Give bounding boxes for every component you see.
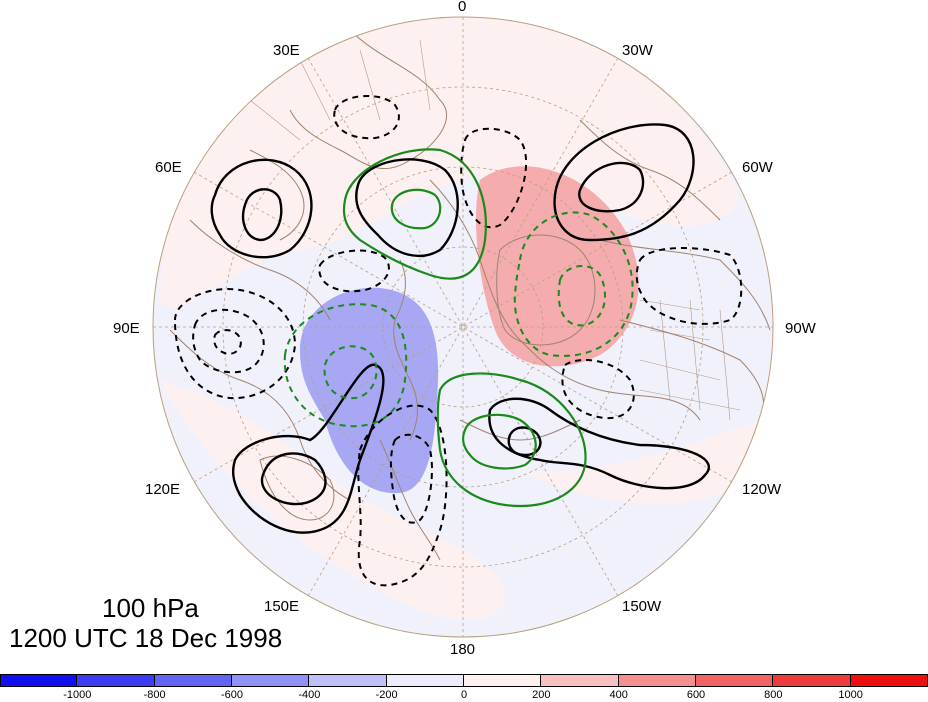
solid-contour-1 [210,158,313,259]
lon-label-30e: 30E [273,42,300,59]
light-pink-region-2 [160,380,505,620]
lon-label-60e: 60E [155,159,182,176]
green-contours [342,148,587,507]
light-pink-region [160,17,740,308]
lon-label-150e: 150E [264,598,300,615]
solid-contour-3 [355,158,459,258]
colorbar-tick-label: 400 [609,689,628,701]
green-dashed-contour-2 [323,345,378,400]
solid-contour-8 [488,397,711,490]
green-dashed-contour-1 [283,303,408,428]
graticule [153,17,773,637]
colorbar-cell [232,674,310,687]
lon-label-120w: 120W [742,481,782,498]
dashed-contour-10 [389,433,433,524]
political-boundaries [249,39,741,421]
green-dashed-contour-3 [513,211,634,357]
green-contour-4 [462,413,537,470]
colorbar-cell [464,674,542,687]
colorbar-tick-label: -1000 [63,689,92,701]
lon-label-60w: 60W [742,159,773,176]
solid-contour-6 [231,363,385,534]
solid-contour-4 [553,123,695,242]
solid-contours [210,123,711,534]
green-contour-2 [390,188,442,230]
dashed-contour-3 [173,288,297,400]
dashed-contour-5 [213,329,242,356]
solid-contour-7 [260,452,327,506]
solid-contour-9 [507,426,542,457]
dashed-contour-8 [561,359,635,420]
colorbar-tick-label: 600 [686,689,706,701]
solid-contour-5 [578,161,645,213]
colorbar-tick-label: -800 [143,689,166,701]
lon-label-30w: 30W [622,42,653,59]
colorbar-cell [773,674,851,687]
lon-label-120e: 120E [145,481,181,498]
colorbar-tick-label: -400 [298,689,321,701]
colorbar-cell [154,674,232,687]
colorbar-tick-label: 0 [460,689,468,701]
map-border [152,16,774,638]
colorbar-cell [309,674,387,687]
dashed-contour-6 [318,249,390,293]
colorbar-cell [618,674,696,687]
colorbar-cell [386,674,464,687]
colorbar-tick-label: 1000 [838,689,863,701]
time-title: 1200 UTC 18 Dec 1998 [9,623,283,653]
lon-label-150w: 150W [622,598,662,615]
colorbar-cell [696,674,774,687]
colorbar-tick-label: 800 [764,689,783,701]
green-dashed-contour-4 [557,265,606,327]
level-title: 100 hPa [102,593,199,623]
dashed-contour-9 [357,404,448,587]
colorbar-tick-label: -600 [220,689,244,701]
colorbar-cell [77,674,155,687]
colorbar-frame [0,674,928,687]
light-pink-region-3 [520,420,770,504]
colorbar-tick-label: -200 [375,689,398,701]
lon-label-180: 180 [450,641,476,658]
green-contour-1 [342,148,487,280]
colorbar-cell [541,674,619,687]
lon-label-0: 0 [458,0,467,15]
colorbar-cell [0,674,78,687]
solid-contour-2 [241,188,283,242]
dashed-contour-1 [333,94,400,140]
dashed-contour-7 [635,247,743,325]
green-contour-3 [436,372,587,507]
colorbar: -1000 -800 -600 -400 -200 0 200 400 600 800 1000 [0,674,928,702]
colorbar-tick-label: 200 [532,689,551,701]
lon-label-90e: 90E [113,320,140,337]
lon-label-90w: 90W [785,320,816,337]
green-dashed-contours [283,211,634,428]
dashed-contours [173,94,743,587]
